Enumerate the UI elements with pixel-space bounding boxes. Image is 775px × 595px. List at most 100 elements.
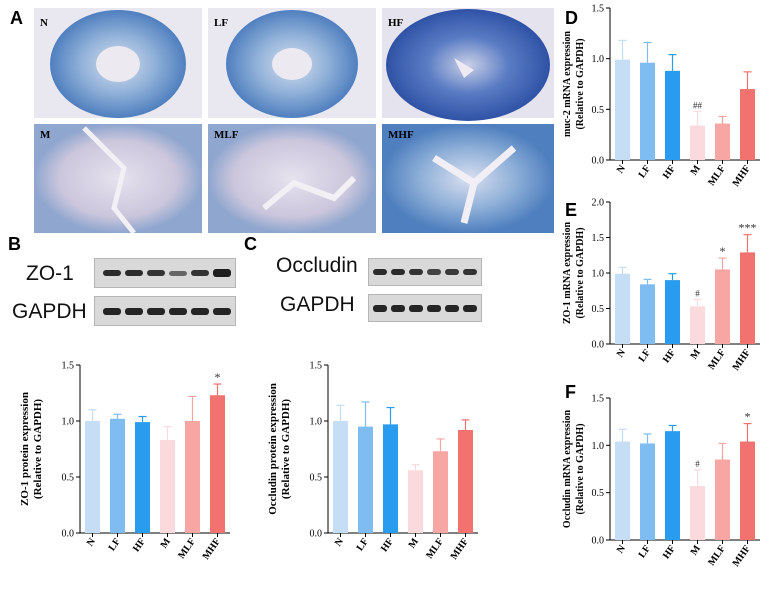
blot-c-protein-bands <box>373 269 477 275</box>
chart-d-y-axis-label-unit: (Relative to GAPDH) <box>575 38 586 129</box>
chart-b-x-tick-label: LF <box>107 536 123 553</box>
micrograph-mlf <box>208 124 376 233</box>
chart-d-bar <box>615 59 630 160</box>
blot-b-control-bands <box>103 308 231 315</box>
chart-e-bar <box>665 280 680 344</box>
chart-f-x-tick-label: HF <box>661 543 678 561</box>
chart-d-muc2-mrna: 0.0 0.5 1.0 1.5 N LF HF M ## MLF MHF muc-2 mRNA exp… <box>562 4 760 189</box>
chart-e-x-tick-label: N <box>615 347 629 360</box>
chart-e-x-tick-label: M <box>689 347 704 362</box>
chart-e-x-tick-label: HF <box>661 347 678 365</box>
chart-d-x-tick-label: HF <box>661 163 678 181</box>
chart-f-x-tick-label: LF <box>637 543 653 560</box>
chart-c-bar <box>383 424 398 533</box>
chart-f-y-tick-label: 0.0 <box>592 536 605 547</box>
chart-d-y-tick-label: 0.5 <box>592 105 605 116</box>
chart-b-bar <box>85 421 100 533</box>
chart-d-bar <box>640 62 655 160</box>
chart-f-occludin-mrna: 0.0 0.5 1.0 1.5 N LF HF M # MLF MHF * Occludin mRNA … <box>562 394 760 569</box>
chart-d-bar <box>690 125 705 160</box>
panel-letter-f: F <box>565 382 576 402</box>
chart-f-x-tick-label: MHF <box>731 543 753 568</box>
chart-c-y-tick-label: 1.5 <box>310 361 323 372</box>
chart-c-y-tick-label: 0.5 <box>310 473 323 484</box>
chart-e-bar <box>740 252 755 344</box>
blot-b-protein-label: ZO-1 <box>26 262 74 285</box>
micrograph-label-lf: LF <box>214 17 229 29</box>
chart-f-bar <box>640 443 655 540</box>
chart-c-x-tick-label: MLF <box>424 536 446 561</box>
chart-b-y-axis-label: ZO-1 protein expression <box>19 392 31 506</box>
chart-f-y-tick-label: 0.5 <box>592 488 605 499</box>
chart-b-y-axis-label-unit: (Relative to GAPDH) <box>32 399 44 500</box>
blot-c-control-label: GAPDH <box>280 293 355 316</box>
chart-d-y-tick-label: 1.0 <box>592 54 605 65</box>
chart-e-bar <box>715 269 730 344</box>
chart-e-x-tick-label: MLF <box>706 347 728 372</box>
chart-e-significance-label: # <box>695 288 700 298</box>
chart-e-y-tick-label: 0.0 <box>592 340 605 351</box>
chart-f-x-tick-label: M <box>689 543 704 558</box>
chart-c-bar <box>358 426 373 533</box>
chart-c-y-axis-label-unit: (Relative to GAPDH) <box>280 399 292 500</box>
micrograph-n <box>34 8 202 118</box>
chart-f-x-tick-label: MLF <box>706 543 728 568</box>
chart-b-x-tick-label: MLF <box>176 536 198 561</box>
panel-letter-c: C <box>244 234 257 254</box>
chart-d-y-tick-label: 0.0 <box>592 156 605 167</box>
chart-d-bar <box>740 89 755 160</box>
chart-e-y-axis-label-unit: (Relative to GAPDH) <box>575 227 586 318</box>
panel-letter-b: B <box>8 234 21 254</box>
chart-e-x-tick-label: MHF <box>731 347 753 372</box>
chart-c-occludin-protein: 0.0 0.5 1.0 1.5 N LF HF M MLF MHF Occludin protein… <box>267 361 478 562</box>
chart-e-y-axis-label: ZO-1 mRNA expression <box>562 222 573 324</box>
chart-e-y-tick-label: 1.0 <box>592 269 605 280</box>
micrograph-grid <box>34 8 554 233</box>
chart-e-zo1-mrna: 0.0 0.5 1.0 1.5 2.0 N LF HF M # MLF * MHF *** ZO-1 mRN… <box>562 198 760 373</box>
chart-d-x-tick-label: M <box>689 163 704 178</box>
chart-b-x-tick-label: N <box>85 536 99 549</box>
chart-f-bar <box>665 431 680 540</box>
chart-f-bar <box>740 441 755 540</box>
chart-b-bar <box>210 395 225 533</box>
blot-c-protein-label: Occludin <box>276 254 358 277</box>
chart-c-y-axis-label: Occludin protein expression <box>267 383 279 515</box>
chart-f-bar <box>690 486 705 540</box>
chart-e-y-tick-label: 1.5 <box>592 233 605 244</box>
chart-e-y-tick-label: 0.5 <box>592 304 605 315</box>
chart-b-y-tick-label: 1.5 <box>62 361 75 372</box>
micrograph-label-hf: HF <box>388 17 404 29</box>
chart-f-x-tick-label: N <box>615 543 629 556</box>
panel-letter-e: E <box>565 200 578 220</box>
chart-b-y-tick-label: 0.0 <box>62 529 75 540</box>
micrograph-label-m: M <box>40 129 51 141</box>
chart-b-bar <box>110 418 125 533</box>
panel-letter-d: D <box>565 8 578 28</box>
chart-c-x-tick-label: N <box>333 536 347 549</box>
chart-b-bar <box>160 440 175 533</box>
chart-c-x-tick-label: MHF <box>449 536 471 561</box>
blot-c-control-bands <box>373 305 477 312</box>
micrograph-lf <box>208 8 376 118</box>
chart-b-bar <box>135 422 150 533</box>
chart-d-significance-label: ## <box>693 100 703 110</box>
blot-b-protein-strip <box>94 258 236 288</box>
micrograph-mhf <box>382 124 554 233</box>
chart-e-y-tick-label: 2.0 <box>592 198 605 209</box>
chart-d-y-tick-label: 1.5 <box>592 4 605 15</box>
chart-c-bar <box>458 429 473 533</box>
micrograph-label-n: N <box>40 17 48 29</box>
micrograph-label-mlf: MLF <box>214 129 239 141</box>
micrograph-label-mhf: MHF <box>388 129 414 141</box>
chart-d-x-tick-label: MHF <box>731 163 753 188</box>
blot-b-control-strip <box>94 296 236 326</box>
chart-b-significance-label: * <box>215 370 221 384</box>
chart-d-x-tick-label: N <box>615 163 629 176</box>
chart-f-y-axis-label-unit: (Relative to GAPDH) <box>575 423 586 514</box>
panel-letter-a: A <box>10 8 23 28</box>
chart-f-y-axis-label: Occludin mRNA expression <box>562 409 573 528</box>
chart-f-significance-label: # <box>695 459 700 469</box>
chart-e-x-tick-label: LF <box>637 347 653 364</box>
micrograph-hf <box>382 8 554 121</box>
micrograph-m <box>34 124 202 233</box>
